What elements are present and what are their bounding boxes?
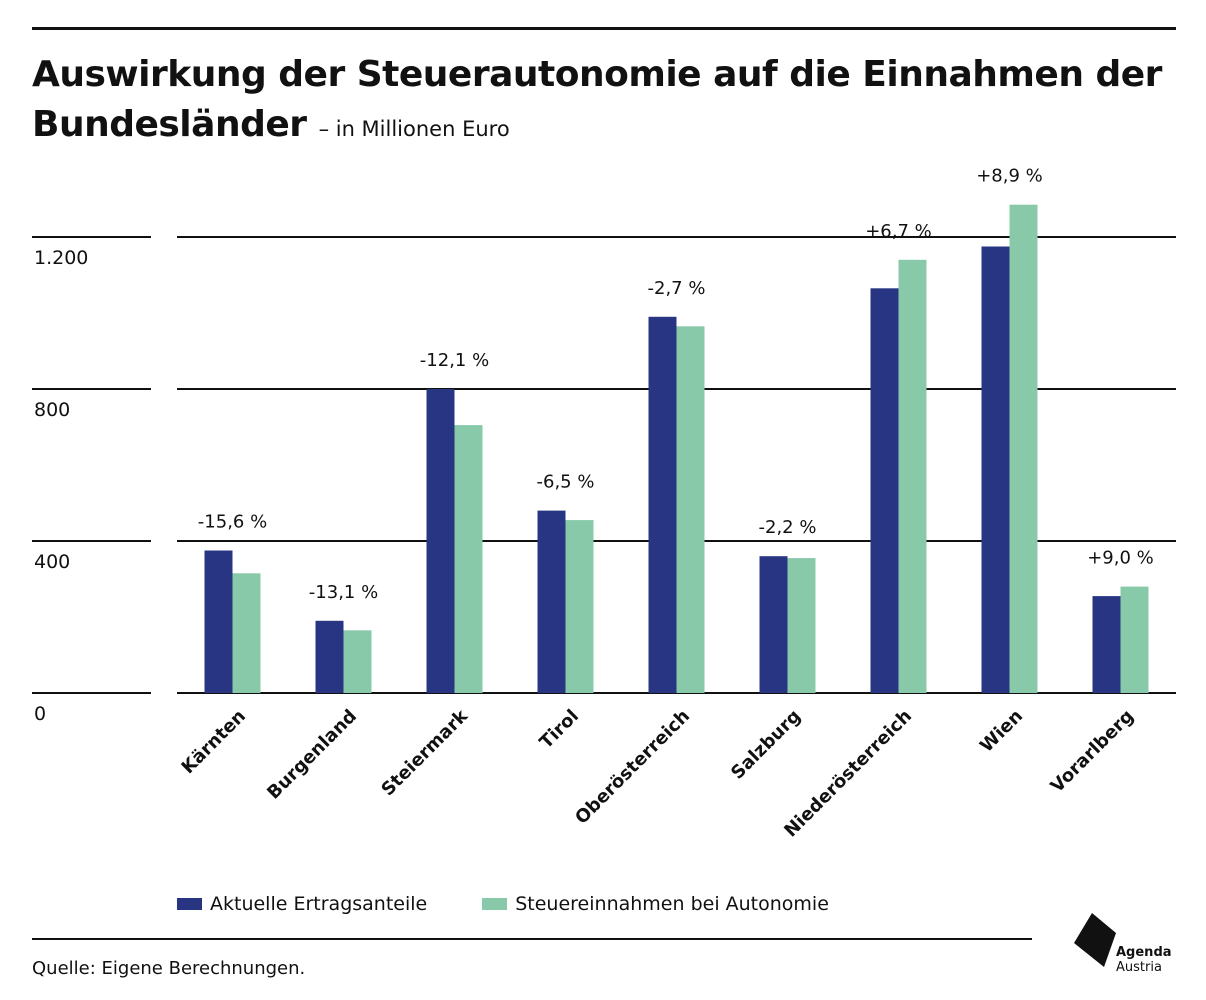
bar-autonomy	[232, 573, 261, 693]
bar-autonomy	[1120, 586, 1149, 693]
y-tick-label: 800	[34, 399, 70, 421]
bar-current	[759, 556, 788, 693]
x-category-label: Salzburg	[727, 706, 805, 784]
legend-swatch-autonomy	[482, 898, 508, 910]
bar-current	[537, 510, 566, 693]
legend-item-autonomy: Steuereinnahmen bei Autonomie	[482, 893, 829, 915]
legend-swatch-current	[177, 898, 202, 910]
legend-label-autonomy: Steuereinnahmen bei Autonomie	[515, 893, 829, 915]
x-category-label: Niederösterreich	[780, 706, 916, 842]
data-label-change: -6,5 %	[537, 472, 595, 493]
bar-autonomy	[454, 425, 483, 693]
bars	[204, 204, 1149, 693]
bar-autonomy	[787, 558, 816, 693]
agenda-logo-icon	[1074, 913, 1116, 967]
y-tick-label: 0	[34, 703, 46, 725]
chart-title-line-2: Bundesländer – in Millionen Euro	[32, 100, 1182, 154]
bar-autonomy	[898, 259, 927, 693]
x-category-label: Burgenland	[263, 706, 361, 804]
x-category-label: Wien	[976, 706, 1027, 757]
data-label-change: -15,6 %	[198, 512, 267, 533]
x-category-label: Oberösterreich	[571, 706, 694, 829]
x-category-label: Vorarlberg	[1047, 706, 1138, 797]
bar-current	[648, 316, 677, 693]
title-block: Auswirkung der Steuerautonomie auf die E…	[32, 50, 1182, 154]
bar-chart: 0 400 800 1.200 -15,6 % -13,1 % -12,1 % -6,5 %…	[32, 166, 1176, 841]
x-category-label: Steiermark	[377, 705, 472, 800]
bar-autonomy	[343, 630, 372, 693]
y-axis-ticks: 0 400 800 1.200	[34, 247, 88, 725]
chart-title-bundeslaender: Bundesländer	[32, 104, 307, 145]
data-label-change: -2,2 %	[759, 517, 817, 538]
data-label-change: -2,7 %	[648, 278, 706, 299]
logo-text-agenda: Agenda	[1116, 945, 1172, 960]
bar-current	[204, 550, 233, 693]
chart-title-line-1: Auswirkung der Steuerautonomie auf die E…	[32, 54, 1162, 95]
legend-item-current: Aktuelle Ertragsanteile	[177, 893, 427, 915]
bottom-rule	[32, 938, 1032, 940]
bar-current	[315, 620, 344, 693]
x-category-label: Kärnten	[178, 706, 250, 778]
bar-current	[870, 288, 899, 693]
legend: Aktuelle Ertragsanteile Steuereinnahmen …	[177, 893, 829, 915]
bar-autonomy	[565, 520, 594, 693]
logo-text-austria: Austria	[1116, 960, 1162, 975]
data-label-change: +8,9 %	[976, 166, 1043, 187]
legend-label-current: Aktuelle Ertragsanteile	[210, 893, 428, 915]
bar-autonomy	[1009, 204, 1038, 693]
y-tick-label: 1.200	[34, 247, 88, 269]
source-note: Quelle: Eigene Berechnungen.	[32, 958, 306, 979]
data-label-change: -13,1 %	[309, 582, 378, 603]
data-label-change: +6,7 %	[865, 221, 932, 242]
x-axis-categories: Kärnten Burgenland Steiermark TirolOberöste…	[178, 705, 1138, 841]
agenda-austria-logo: Agenda Austria	[1074, 913, 1184, 983]
data-label-change: +9,0 %	[1087, 548, 1154, 569]
y-tick-label: 400	[34, 551, 70, 573]
bar-current	[981, 246, 1010, 693]
bar-autonomy	[676, 326, 705, 693]
data-labels: -15,6 % -13,1 % -12,1 % -6,5 % -2,7 % -2,2 % +…	[198, 166, 1154, 603]
bar-current	[426, 389, 455, 693]
top-rule	[32, 27, 1176, 30]
bar-current	[1092, 596, 1121, 693]
x-category-label: Tirol	[536, 706, 583, 753]
chart-subtitle: – in Millionen Euro	[318, 117, 510, 141]
data-label-change: -12,1 %	[420, 350, 489, 371]
